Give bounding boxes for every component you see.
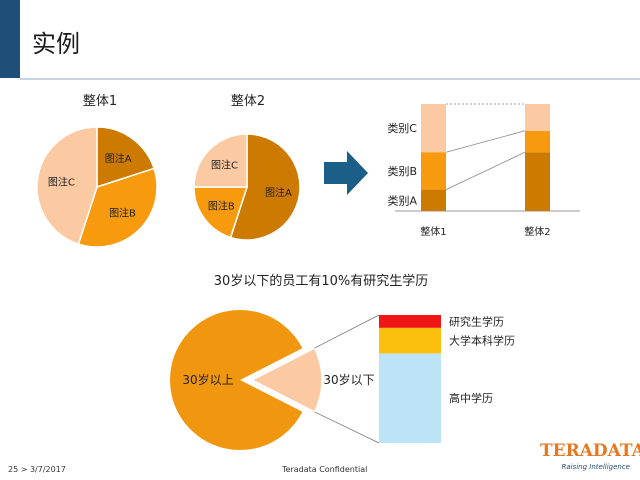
x-tick-label: 整体2 (524, 225, 550, 238)
series-label: 类别C (387, 121, 417, 135)
series-label: 研究生学历 (449, 314, 504, 328)
x-tick-label: 整体1 (420, 225, 446, 238)
series-label: 大学本科学历 (449, 334, 515, 348)
age-chart-title: 30岁以下的员工有10%有研究生学历 (214, 273, 428, 289)
pie-slice-label: 图注C (211, 159, 238, 172)
stack-segment (525, 130, 550, 153)
pie-slice (250, 347, 323, 413)
right-arrow-icon (324, 151, 368, 195)
stack-segment (421, 152, 446, 190)
pie-slice (77, 167, 158, 248)
pie-chart-whole2: 图注A 图注B 图注C 整体2 (193, 94, 301, 241)
pie-slice (229, 133, 301, 241)
pie-slice (193, 133, 248, 188)
arrow-shape (324, 151, 368, 195)
connector-line (314, 314, 380, 349)
pie-slice-label: 图注B (208, 200, 235, 213)
logo-wordmark: TERADATA (540, 441, 640, 461)
title-divider (20, 78, 640, 80)
pie-slice-label: 图注A (105, 152, 132, 165)
connector-line (445, 130, 526, 153)
teradata-logo: TERADATA Raising Intelligence (540, 441, 640, 473)
pie-title: 整体2 (231, 94, 265, 109)
pie-slice-label: 图注B (109, 207, 136, 220)
stack-segment (421, 104, 446, 153)
title-bar: 实例 (0, 0, 640, 80)
footer-page-date: 25 > 3/7/2017 (8, 465, 66, 474)
pie-slice-label: 30岁以上 (182, 372, 233, 387)
series-label: 类别A (387, 193, 417, 207)
pie-chart-whole1: 图注A 图注B 图注C 整体1 (36, 94, 158, 248)
stack-segment (379, 327, 441, 354)
pie-slice (169, 310, 303, 451)
footer-confidential: Teradata Confidential (282, 465, 368, 474)
stacked-bar-chart-categories: 整体1 整体2 类别A 类别B 类别C (387, 103, 580, 238)
connector-line (445, 151, 526, 190)
pie-slice (193, 186, 249, 239)
connector-line (314, 411, 380, 444)
pie-slice-label: 图注A (265, 186, 292, 199)
logo-tagline: Raising Intelligence (561, 463, 630, 471)
pie-slice-label: 30岁以下 (323, 372, 374, 387)
pie-slice (36, 126, 98, 246)
stack-segment (379, 353, 441, 443)
series-label: 类别B (387, 164, 417, 178)
title-accent-bar (0, 0, 20, 78)
pie-title: 整体1 (83, 94, 117, 109)
stack-segment (525, 152, 550, 211)
stack-segment (421, 189, 446, 211)
pie-chart-age: 30岁以下的员工有10%有研究生学历 30岁以上 30岁以下 (169, 273, 428, 451)
series-label: 高中学历 (449, 391, 493, 405)
pie-slice-label: 图注C (48, 175, 75, 188)
stack-segment (525, 104, 550, 131)
pie-slice (96, 126, 156, 189)
stack-segment (379, 315, 441, 328)
slide-title: 实例 (32, 30, 80, 58)
